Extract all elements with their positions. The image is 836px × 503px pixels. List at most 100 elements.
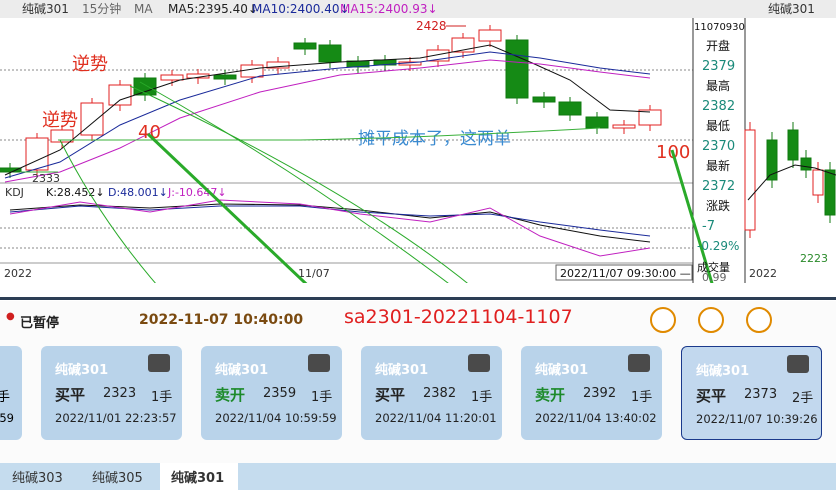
price: 2359: [263, 386, 297, 401]
x-date: 11/07: [298, 267, 330, 280]
time: 2022/11/04 13:40:02: [535, 411, 657, 425]
order-card[interactable]: 纯碱301 卖开 2392 1手 2022/11/04 13:40:02: [521, 346, 662, 440]
order-card[interactable]: 纯碱301 卖开 2359 1手 2022/11/04 10:59:59: [201, 346, 342, 440]
qty: 1手: [311, 390, 333, 405]
tab-bar: [0, 463, 836, 490]
info-value: 2372: [702, 179, 735, 194]
symbol: 纯碱301: [375, 363, 429, 378]
candle: [108, 84, 132, 106]
ma10: MA10:2400.40↓: [252, 2, 350, 16]
ma15: MA15:2400.93↓: [340, 2, 438, 16]
message-icon: [628, 354, 650, 372]
candle: [787, 129, 799, 161]
mini-year: 2022: [749, 267, 777, 280]
next-button[interactable]: [746, 307, 772, 333]
ma-line: [4, 44, 651, 176]
time: 2022/11/04 10:59:59: [215, 411, 337, 425]
prev-button[interactable]: [650, 307, 676, 333]
candle: [532, 96, 556, 103]
kdj-line: [9, 203, 651, 243]
status-dot: ●: [6, 311, 15, 322]
candle: [585, 116, 609, 129]
info-volume-value: 0.99: [702, 271, 727, 284]
info-pct: -0.29%: [697, 239, 739, 253]
message-icon: [148, 354, 170, 372]
order-card[interactable]: 纯碱301 买平 2382 1手 2022/11/04 11:20:01: [361, 346, 502, 440]
kdj-line: [9, 199, 651, 257]
tab[interactable]: 纯碱305: [92, 471, 143, 486]
order-card[interactable]: 纯碱301 买平 2323 1手 2022/11/01 22:23:57: [41, 346, 182, 440]
kdj-j: J:-10.647↓: [167, 186, 227, 199]
x-year: 2022: [4, 267, 32, 280]
candle: [478, 29, 502, 42]
candle: [293, 42, 317, 50]
candle: [766, 139, 778, 181]
mini-chart: [744, 122, 836, 238]
arrows: [59, 81, 719, 300]
time: 2022/11/04 11:20:01: [375, 411, 497, 425]
order-card[interactable]: 手 59: [0, 346, 22, 440]
qty: 2手: [792, 391, 814, 406]
qty: 1手: [631, 390, 653, 405]
tab[interactable]: 纯碱303: [12, 471, 63, 486]
candle: [612, 124, 636, 129]
active-tab-bg: [160, 463, 238, 490]
ma-line: [747, 164, 836, 201]
cost-line: [20, 127, 601, 173]
order-card[interactable]: 纯碱301 买平 2373 2手 2022/11/07 10:39:26: [681, 346, 822, 440]
candle: [318, 44, 342, 63]
period: 15分钟: [82, 1, 121, 16]
divider: [0, 297, 836, 300]
candles: [0, 25, 662, 178]
info-value: 2370: [702, 139, 735, 154]
replay-name: sa2301-20221104-1107: [344, 306, 573, 328]
ma5: MA5:2395.40↓: [168, 2, 258, 16]
candle: [824, 169, 836, 216]
cursor-box: [555, 264, 693, 281]
time: 2022/11/07 10:39:26: [696, 412, 818, 426]
candle: [50, 129, 74, 143]
message-icon: [468, 354, 490, 372]
kdj-line: [9, 205, 651, 237]
annotation-note: 摊平成本了，这两单: [358, 129, 511, 149]
price: 2382: [423, 386, 457, 401]
action: 买平: [696, 387, 727, 405]
gap: [0, 283, 836, 300]
info-time: 11070930: [694, 22, 745, 33]
top-bar: [0, 0, 836, 18]
play-button[interactable]: [698, 307, 724, 333]
symbol: 纯碱301: [22, 2, 69, 16]
annotation: 40: [138, 122, 161, 143]
action: 卖开: [215, 386, 246, 404]
status: 已暂停: [20, 316, 60, 331]
qty: 1手: [471, 390, 493, 405]
candle: [638, 109, 662, 126]
high-label: 2428: [416, 19, 447, 33]
candle: [558, 101, 582, 116]
candle: [80, 102, 104, 136]
info-panel: 开盘 2379 最高 2382 最低 2370 最新 2372 涨跌 -7: [702, 38, 735, 234]
replay-time: 2022-11-07 10:40:00: [139, 312, 304, 328]
price: 2323: [103, 386, 137, 401]
qty: 1手: [151, 390, 173, 405]
info-value: 2382: [702, 99, 735, 114]
info-label: 涨跌: [706, 198, 730, 213]
action: 卖开: [535, 386, 566, 404]
info-value: 2379: [702, 59, 735, 74]
symbol: 纯碱301: [55, 363, 109, 378]
mini-low: 2223: [800, 252, 828, 265]
candle: [25, 137, 49, 171]
cursor-time: 2022/11/07 09:30:00 —: [560, 267, 691, 280]
ma-line: [4, 59, 651, 183]
info-label: 开盘: [706, 38, 730, 53]
indicator: MA: [134, 2, 153, 16]
info-label: 最新: [706, 158, 730, 173]
kdj-name: KDJ: [5, 186, 24, 199]
tab[interactable]: 纯碱301: [171, 471, 225, 486]
time: 2022/11/01 22:23:57: [55, 411, 177, 425]
chart-area: 纯碱301 15分钟 MA MA5:2395.40↓ MA10:2400.40↓…: [0, 0, 836, 300]
symbol: 纯碱301: [215, 363, 269, 378]
candle: [812, 169, 824, 196]
symbol: 纯碱301: [696, 364, 750, 379]
